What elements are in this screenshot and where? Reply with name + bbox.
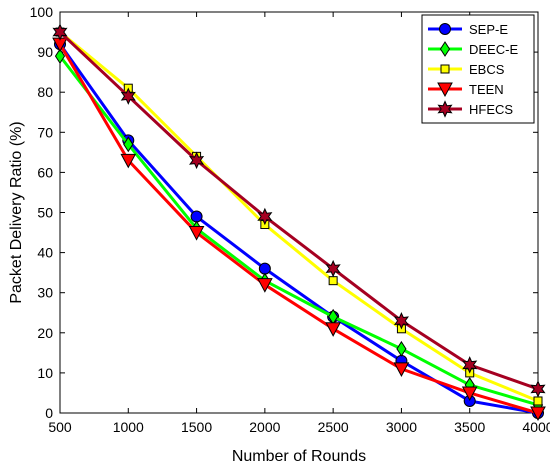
- y-tick-label: 60: [37, 164, 53, 180]
- y-tick-label: 100: [30, 4, 54, 20]
- x-axis-label: Number of Rounds: [232, 448, 366, 465]
- y-tick-label: 50: [37, 205, 53, 221]
- legend: SEP-E DEEC-E EBCS TEEN HFECS: [421, 14, 535, 124]
- data-point: [393, 312, 409, 330]
- y-tick-label: 80: [37, 84, 53, 100]
- y-tick-label: 10: [37, 365, 53, 381]
- legend-label: TEEN: [469, 82, 504, 97]
- series-line: [58, 55, 539, 407]
- series-line: [58, 30, 539, 391]
- data-point: [328, 276, 338, 286]
- data-point: [325, 259, 341, 278]
- data-point: [325, 322, 341, 337]
- x-tick-label: 3000: [386, 419, 417, 435]
- data-point: [257, 278, 273, 293]
- data-point: [188, 226, 205, 241]
- y-tick-label: 20: [37, 325, 53, 341]
- legend-item: EBCS: [428, 62, 505, 77]
- data-point: [533, 396, 543, 406]
- legend-item: TEEN: [428, 82, 504, 98]
- data-point: [54, 48, 66, 65]
- legend-item: SEP-E: [428, 22, 508, 37]
- y-axis-label: Packet Delivery Ratio (%): [8, 121, 25, 303]
- legend-item: DEEC-E: [428, 41, 518, 57]
- legend-label: SEP-E: [469, 22, 508, 37]
- legend-label: DEEC-E: [469, 42, 518, 57]
- data-point: [120, 87, 136, 105]
- series-teen: [52, 37, 546, 422]
- data-point: [120, 153, 137, 169]
- data-point: [530, 406, 546, 422]
- series-line: [59, 30, 539, 403]
- legend-marker: [439, 41, 451, 57]
- legend-marker: [437, 82, 453, 98]
- data-point: [530, 380, 546, 398]
- x-tick-label: 1000: [113, 419, 144, 435]
- legend-label: HFECS: [469, 102, 513, 117]
- x-tick-label: 1500: [181, 419, 212, 435]
- data-point: [123, 136, 134, 153]
- x-tick-label: 2500: [318, 419, 349, 435]
- legend-label: EBCS: [469, 62, 505, 77]
- y-tick-label: 40: [37, 245, 53, 261]
- axis-ticks: 500 1000 1500 2000 2500 3000 3500 4000 0 10 20 30 40…: [30, 4, 550, 435]
- data-point: [462, 356, 478, 374]
- x-tick-label: 2000: [249, 419, 280, 435]
- series-lines: [52, 23, 546, 422]
- data-point: [461, 386, 478, 402]
- data-point: [52, 23, 68, 41]
- series-hfecs: [52, 23, 546, 398]
- series-line: [58, 43, 539, 415]
- x-tick-label: 4000: [522, 419, 550, 435]
- data-point: [396, 340, 407, 357]
- data-point: [257, 207, 273, 226]
- data-point: [189, 151, 205, 170]
- data-point: [393, 362, 410, 377]
- legend-marker: [439, 23, 451, 35]
- y-tick-label: 0: [45, 405, 53, 421]
- y-tick-label: 90: [37, 44, 53, 60]
- x-tick-label: 500: [48, 419, 72, 435]
- data-point: [190, 210, 203, 223]
- legend-marker: [437, 100, 453, 118]
- y-tick-label: 70: [37, 124, 53, 140]
- x-tick-label: 3500: [454, 419, 485, 435]
- series-line: [58, 43, 539, 415]
- legend-marker: [440, 64, 450, 74]
- y-tick-label: 30: [37, 285, 53, 301]
- data-point: [258, 262, 271, 275]
- legend-item: HFECS: [428, 100, 513, 118]
